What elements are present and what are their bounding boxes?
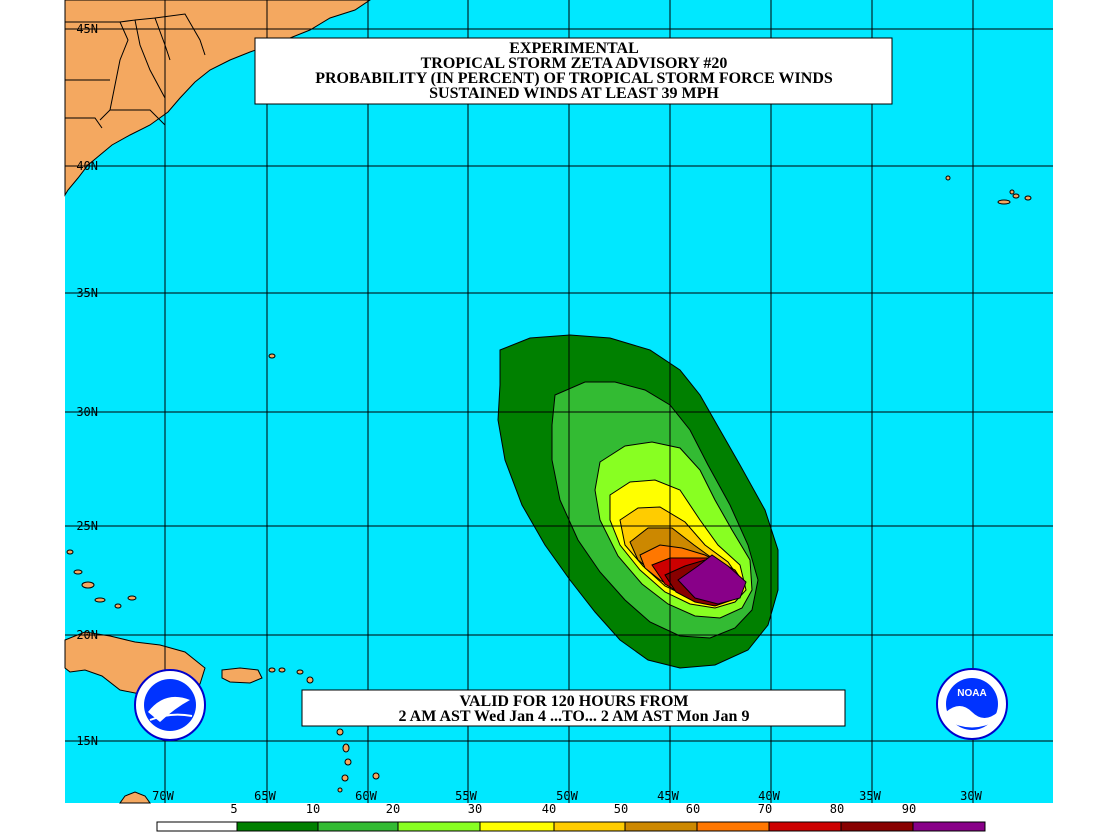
legend-label: 60	[686, 802, 700, 816]
legend-label: 10	[306, 802, 320, 816]
legend-swatch	[397, 821, 481, 832]
nws-logo	[134, 669, 206, 741]
lon-labels: 70W 65W 60W 55W 50W 45W 40W 35W 30W	[152, 789, 982, 803]
small-islands	[66, 175, 1032, 793]
legend-label: 70	[758, 802, 772, 816]
lat-label: 35N	[76, 286, 98, 300]
land-puerto-rico	[221, 667, 263, 684]
lat-label: 30N	[76, 405, 98, 419]
lon-label: 50W	[556, 789, 578, 803]
legend: 5 10 20 30 40 50 60 70 80 90	[156, 802, 986, 832]
lon-label: 35W	[859, 789, 881, 803]
legend-label: 80	[830, 802, 844, 816]
legend-swatch	[236, 821, 319, 832]
valid-box: VALID FOR 120 HOURS FROM 2 AM AST Wed Ja…	[301, 689, 846, 727]
lat-labels: 45N 40N 35N 30N 25N 20N 15N	[76, 22, 98, 748]
lat-label: 45N	[76, 22, 98, 36]
lon-label: 65W	[254, 789, 276, 803]
legend-label: 30	[468, 802, 482, 816]
legend-swatch	[696, 821, 770, 832]
noaa-logo: NOAA	[936, 668, 1008, 740]
legend-swatch	[840, 821, 914, 832]
lat-label: 25N	[76, 519, 98, 533]
lon-label: 30W	[960, 789, 982, 803]
legend-label: 50	[614, 802, 628, 816]
legend-label: 20	[386, 802, 400, 816]
legend-swatch	[156, 821, 238, 832]
legend-swatch	[768, 821, 842, 832]
valid-line-1: VALID FOR 120 HOURS FROM	[459, 693, 688, 710]
title-box: EXPERIMENTAL TROPICAL STORM ZETA ADVISOR…	[254, 37, 893, 105]
land-south-america	[119, 791, 151, 804]
lon-label: 40W	[758, 789, 780, 803]
legend-label: 5	[230, 802, 237, 816]
lon-label: 55W	[455, 789, 477, 803]
legend-swatch	[317, 821, 399, 832]
lat-label: 20N	[76, 628, 98, 642]
legend-swatch	[912, 821, 986, 832]
lon-label: 70W	[152, 789, 174, 803]
legend-swatch	[479, 821, 555, 832]
legend-label: 90	[902, 802, 916, 816]
legend-label: 40	[542, 802, 556, 816]
title-line-3: PROBABILITY (IN PERCENT) OF TROPICAL STO…	[315, 70, 833, 87]
lat-label: 40N	[76, 159, 98, 173]
noaa-logo-text: NOAA	[957, 688, 986, 699]
contour-90	[677, 554, 747, 605]
title-line-2: TROPICAL STORM ZETA ADVISORY #20	[421, 55, 728, 72]
legend-swatch	[553, 821, 626, 832]
valid-line-2: 2 AM AST Wed Jan 4 ...TO... 2 AM AST Mon…	[399, 708, 750, 725]
legend-swatch	[624, 821, 698, 832]
lon-label: 60W	[355, 789, 377, 803]
title-line-1: EXPERIMENTAL	[509, 40, 639, 57]
lon-label: 45W	[657, 789, 679, 803]
probability-contours	[497, 334, 779, 669]
lat-label: 15N	[76, 734, 98, 748]
state-lines	[65, 13, 206, 129]
title-line-4: SUSTAINED WINDS AT LEAST 39 MPH	[429, 85, 719, 102]
